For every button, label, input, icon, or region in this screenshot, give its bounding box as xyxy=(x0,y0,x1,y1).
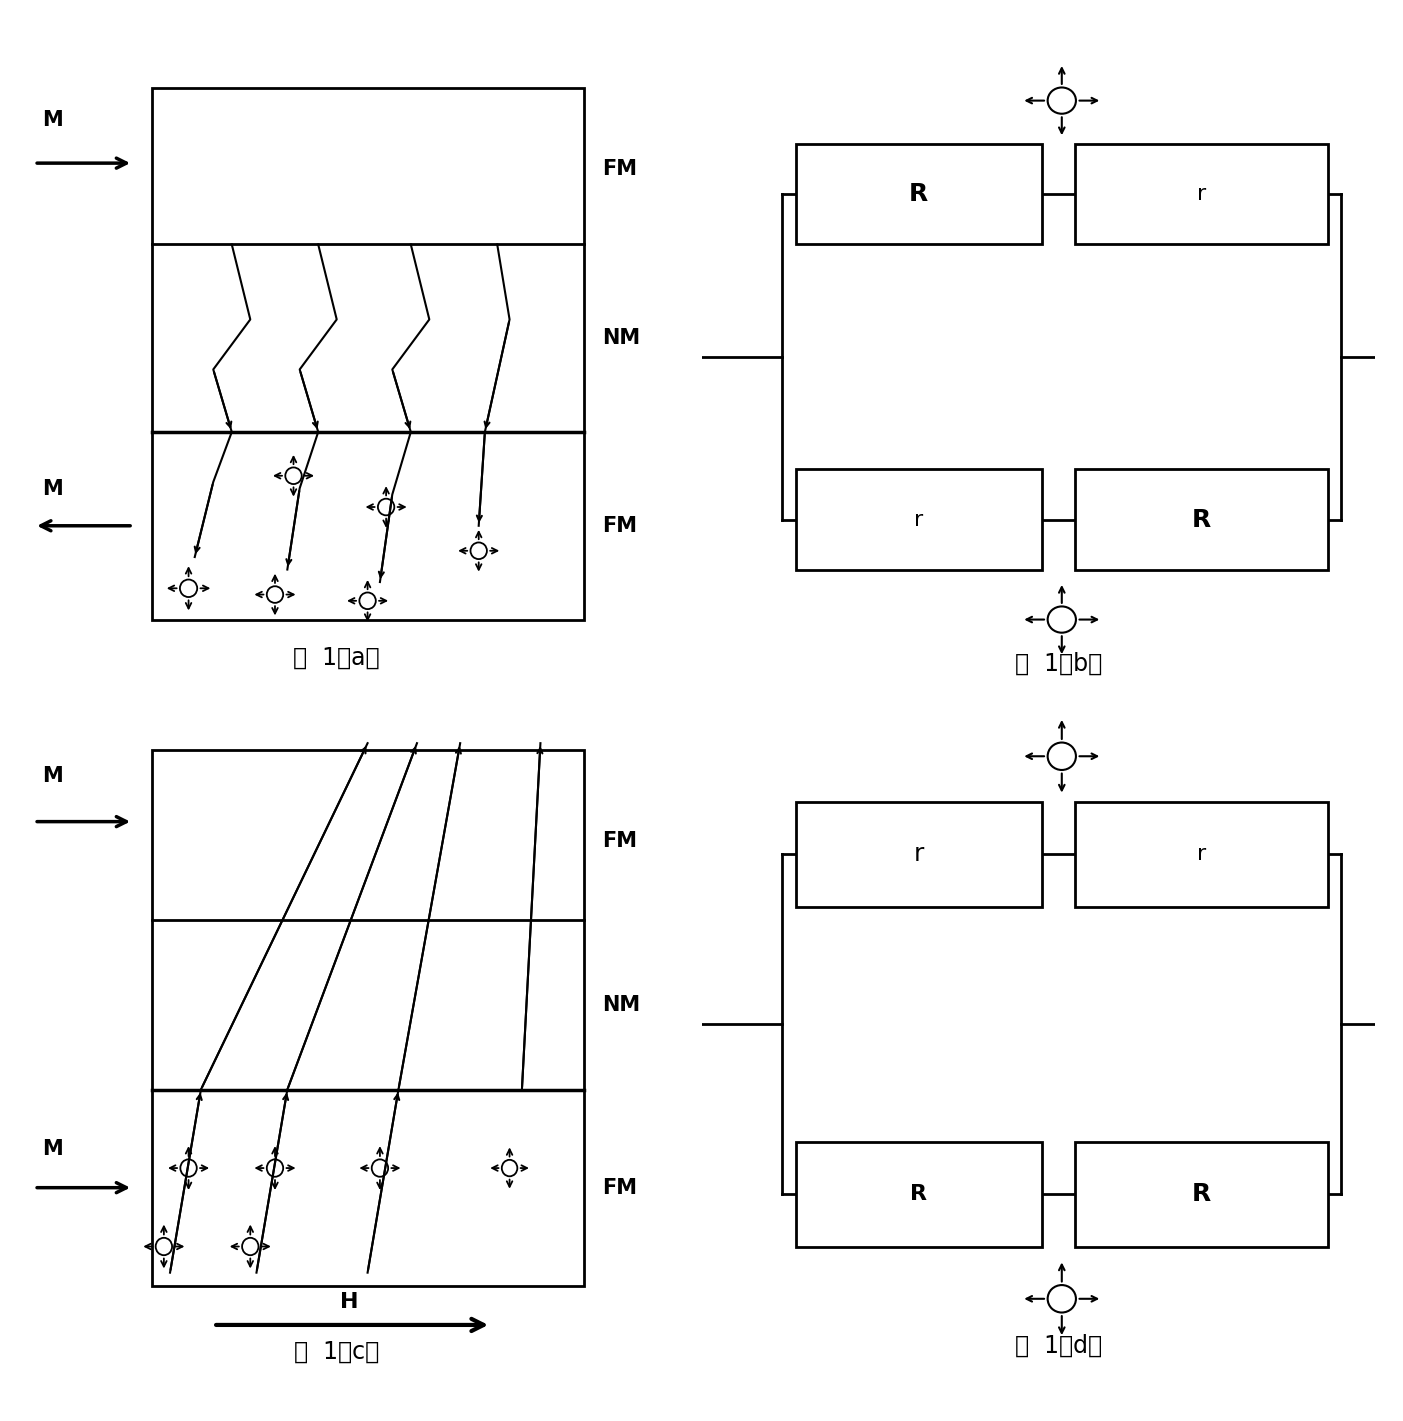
Bar xyxy=(1075,145,1327,244)
Text: R: R xyxy=(909,182,929,206)
Bar xyxy=(152,750,584,1286)
Text: 图  1（b）: 图 1（b） xyxy=(1014,652,1101,676)
Bar xyxy=(152,88,584,620)
Text: NM: NM xyxy=(602,328,640,348)
Text: r: r xyxy=(913,843,923,867)
Text: NM: NM xyxy=(602,995,640,1015)
Bar xyxy=(796,469,1041,570)
Bar xyxy=(1075,1142,1327,1246)
Bar xyxy=(1075,469,1327,570)
Bar xyxy=(796,1142,1041,1246)
Text: M: M xyxy=(42,766,63,786)
Text: FM: FM xyxy=(602,159,637,179)
Text: M: M xyxy=(42,109,63,129)
Text: M: M xyxy=(42,1140,63,1160)
Text: 图  1（d）: 图 1（d） xyxy=(1014,1334,1101,1357)
Bar xyxy=(796,145,1041,244)
Text: r: r xyxy=(1197,844,1207,864)
Text: 图  1（c）: 图 1（c） xyxy=(295,1340,379,1364)
Text: FM: FM xyxy=(602,516,637,536)
Text: R: R xyxy=(1193,1182,1211,1206)
Text: R: R xyxy=(1193,507,1211,531)
Text: FM: FM xyxy=(602,831,637,851)
Text: H: H xyxy=(340,1292,358,1312)
Text: M: M xyxy=(42,479,63,499)
Bar xyxy=(796,801,1041,907)
Text: R: R xyxy=(911,1184,927,1204)
Bar xyxy=(1075,801,1327,907)
Text: r: r xyxy=(915,510,923,530)
Text: FM: FM xyxy=(602,1178,637,1198)
Text: 图  1（a）: 图 1（a） xyxy=(293,645,380,669)
Text: r: r xyxy=(1197,185,1207,205)
